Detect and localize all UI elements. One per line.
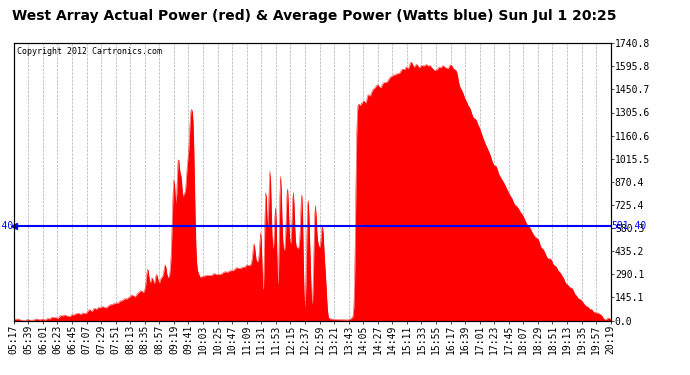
Text: Copyright 2012 Cartronics.com: Copyright 2012 Cartronics.com [17,47,161,56]
Text: West Array Actual Power (red) & Average Power (Watts blue) Sun Jul 1 20:25: West Array Actual Power (red) & Average … [12,9,616,23]
Text: 591.40: 591.40 [0,221,13,231]
Text: 591.40: 591.40 [611,221,647,231]
